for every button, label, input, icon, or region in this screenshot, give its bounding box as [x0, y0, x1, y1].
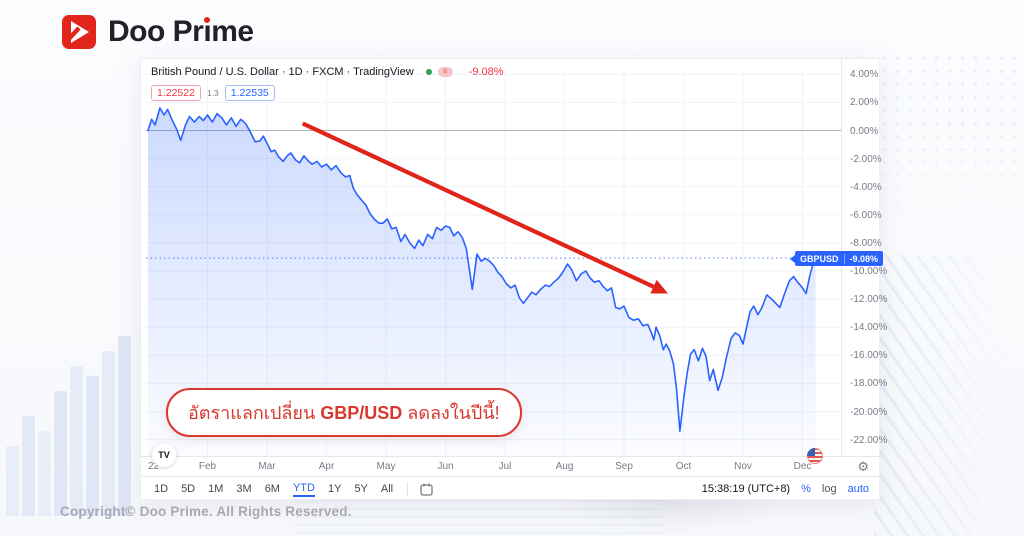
gear-icon[interactable]: ⚙ [857, 459, 869, 474]
y-axis-label: -20.00% [850, 406, 888, 418]
percent-scale-button[interactable]: % [801, 483, 811, 495]
bid-ask-row: 1.22522 1.3 1.22535 [151, 85, 275, 101]
price-chart-plot-area[interactable] [146, 71, 841, 456]
range-button-1d[interactable]: 1D [154, 483, 169, 495]
logo-text-post: me [211, 15, 254, 48]
range-button-5d[interactable]: 5D [181, 483, 196, 495]
toolbar-divider [407, 482, 409, 496]
range-button-5y[interactable]: 5Y [354, 483, 368, 495]
range-button-6m[interactable]: 6M [264, 483, 280, 495]
annotation-prefix: อัตราแลกเปลี่ยน [188, 403, 321, 423]
range-button-1y[interactable]: 1Y [327, 483, 342, 495]
x-axis-label: Mar [258, 461, 276, 472]
y-axis-label: -18.00% [850, 378, 888, 390]
y-axis-label: -4.00% [850, 181, 882, 193]
annotation-suffix: ลดลงในปีนี้! [402, 403, 500, 423]
doo-prime-logo-icon [62, 15, 96, 49]
range-button-1m[interactable]: 1M [208, 483, 224, 495]
x-axis-label: Nov [734, 461, 752, 472]
go-to-date-calendar-icon[interactable] [420, 483, 433, 496]
price-axis[interactable]: 4.00% 2.00% 0.00% -2.00% -4.00% -6.00% -8.00% -… [841, 59, 887, 456]
doo-prime-logo-text: Doo Prıme [108, 15, 254, 49]
chart-bottom-toolbar: 1D 5D 1M 3M 6M YTD 1Y 5Y All 15:38:19 (U… [141, 476, 881, 501]
x-axis-label: Apr [318, 461, 335, 472]
diagonal-stripes-decoration [874, 255, 1024, 536]
last-price-badge: GBPUSD -9.08% [789, 251, 884, 267]
doo-prime-logo: Doo Prıme [62, 15, 254, 49]
market-status-dot-icon [425, 69, 432, 75]
x-axis-label: Jul [498, 461, 512, 472]
buy-ask-button[interactable]: 1.22535 [224, 85, 275, 101]
log-scale-button[interactable]: log [821, 483, 837, 495]
x-axis-label: Aug [555, 461, 574, 472]
chart-header: British Pound / U.S. Dollar · 1D · FXCM … [151, 66, 504, 78]
y-axis-label: -16.00% [850, 350, 888, 362]
bar-chart-watermark [6, 336, 138, 516]
badge-value: -9.08% [843, 253, 884, 264]
x-axis-label: Feb [198, 461, 217, 472]
x-axis-label: Oct [675, 461, 692, 472]
y-axis-label: -12.00% [850, 294, 888, 306]
y-axis-label: -8.00% [850, 237, 882, 249]
range-button-3m[interactable]: 3M [236, 483, 252, 495]
y-axis-label: 2.00% [850, 97, 879, 109]
x-axis-label: 22 [148, 461, 160, 472]
range-button-all[interactable]: All [380, 483, 394, 495]
spread-value: 1.3 [206, 88, 219, 98]
sell-bid-button[interactable]: 1.22522 [151, 85, 201, 101]
y-axis-label: -10.00% [850, 266, 888, 277]
y-axis-label: -2.00% [850, 153, 882, 165]
badge-symbol: GBPUSD [800, 253, 839, 264]
us-flag-event-icon [807, 448, 823, 464]
tradingview-logo[interactable]: TV [152, 443, 176, 467]
change-percent-label: -9.08% [468, 66, 504, 78]
auto-scale-button[interactable]: auto [847, 483, 869, 495]
copyright-text: Copyright© Doo Prime. All Rights Reserve… [60, 504, 352, 519]
x-axis-label: Jun [437, 461, 454, 472]
x-axis-label: Dec [793, 461, 812, 472]
y-axis-label: 0.00% [850, 125, 879, 137]
logo-text-pre: Doo Pr [108, 15, 204, 48]
thai-annotation-callout: อัตราแลกเปลี่ยน GBP/USD ลดลงในปีนี้! [166, 388, 522, 437]
clock-label[interactable]: 15:38:19 (UTC+8) [701, 483, 791, 495]
symbol-title: British Pound / U.S. Dollar · 1D · FXCM … [151, 66, 414, 78]
y-axis-label: -14.00% [850, 322, 888, 334]
notification-pill-icon: = [437, 67, 453, 77]
x-axis-label: Sep [615, 461, 633, 472]
time-axis[interactable]: ⚙ 22 Feb Mar Apr May Jun Jul Aug Sep Oct Nov Dec [141, 456, 881, 476]
range-button-ytd[interactable]: YTD [292, 482, 315, 497]
y-axis-label: 4.00% [850, 69, 879, 81]
annotation-symbol: GBP/USD [320, 403, 403, 423]
y-axis-label: -6.00% [850, 209, 882, 221]
logo-text-i: ı [203, 15, 212, 48]
y-axis-label: -22.00% [850, 434, 888, 446]
x-axis-label: May [376, 461, 396, 472]
